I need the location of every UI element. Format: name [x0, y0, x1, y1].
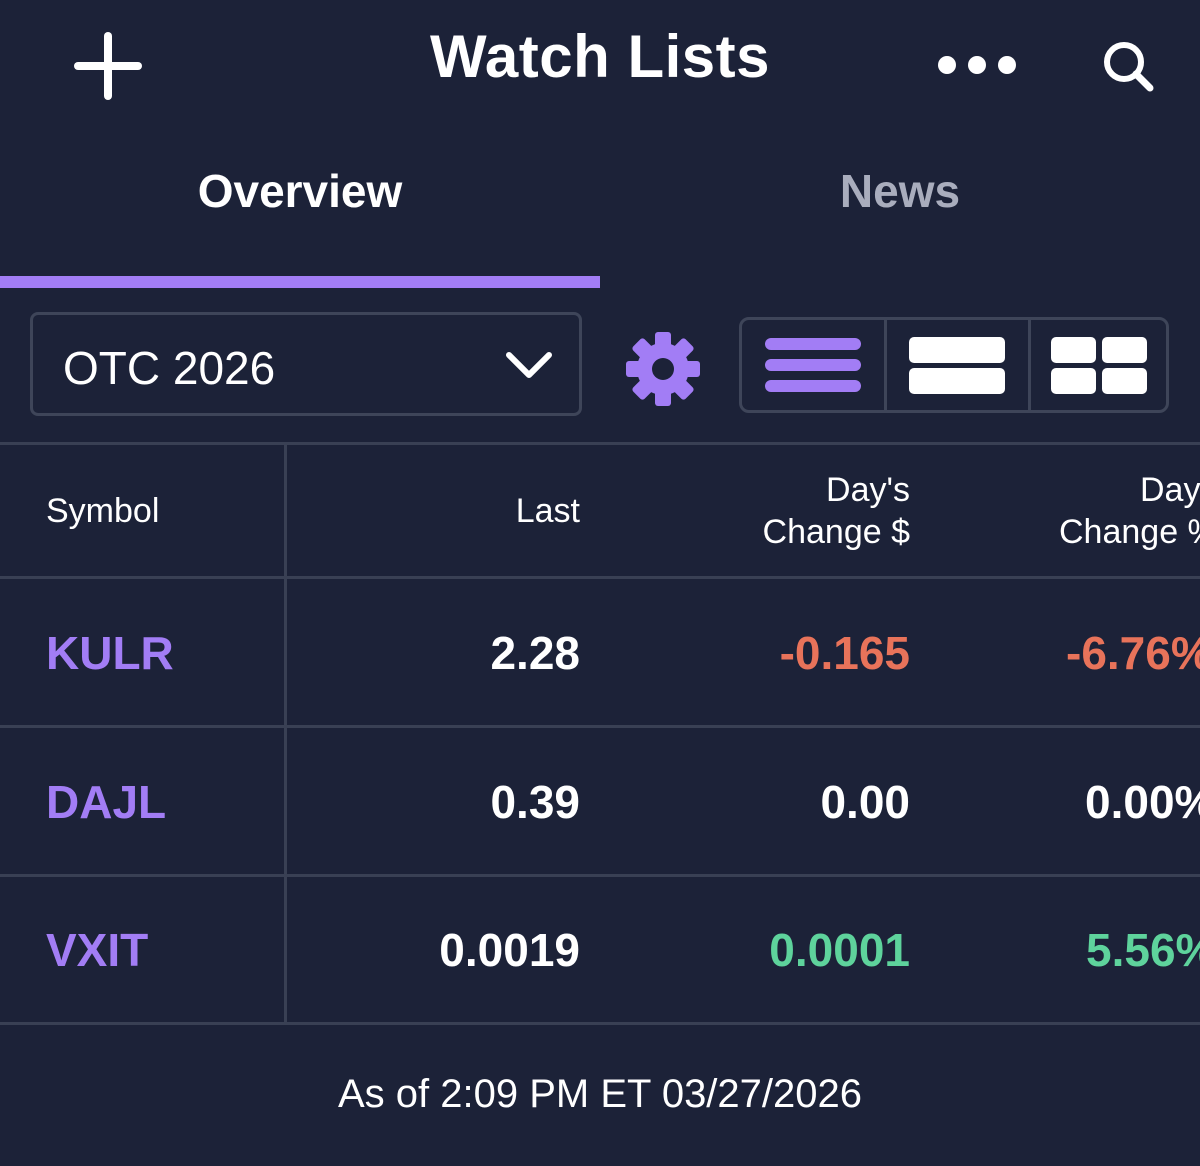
grid-view-button[interactable] [1028, 320, 1166, 410]
column-header-last[interactable]: Last [515, 492, 580, 530]
header-bar: Watch Lists [0, 0, 1200, 130]
last-updated-timestamp: As of 2:09 PM ET 03/27/2026 [337, 1072, 863, 1116]
row-last: 0.0019 [439, 924, 580, 976]
view-mode-toggle [739, 317, 1169, 413]
list-view-button[interactable] [742, 320, 884, 410]
tab-bar: Overview News [0, 140, 1200, 290]
gear-icon [626, 332, 700, 406]
column-header-change-pct-line2: Change % [1059, 513, 1200, 551]
row-symbol[interactable]: KULR [46, 627, 174, 679]
watchlist-settings-button[interactable] [624, 330, 702, 408]
grid-view-icon [1051, 337, 1147, 394]
search-icon [1104, 42, 1154, 92]
row-change-pct: -6.76% [1066, 627, 1200, 679]
card-view-button[interactable] [884, 320, 1029, 410]
column-header-change-dollar[interactable]: Day's Change $ [660, 469, 910, 553]
row-change-dollar: 0.00 [820, 776, 910, 828]
more-options-button[interactable] [936, 52, 1018, 78]
row-symbol[interactable]: DAJL [46, 776, 167, 828]
active-tab-indicator [0, 276, 600, 288]
plus-icon [74, 32, 142, 100]
column-header-change-dollar-line2: Change $ [762, 513, 910, 551]
card-view-icon [909, 337, 1005, 394]
table-divider [0, 442, 1200, 445]
tab-overview[interactable]: Overview [197, 165, 403, 217]
table-divider [0, 576, 1200, 579]
chevron-down-icon [506, 352, 552, 378]
table-divider [0, 874, 1200, 877]
table-divider [0, 725, 1200, 728]
column-header-symbol[interactable]: Symbol [46, 492, 160, 530]
tab-news[interactable]: News [839, 165, 961, 217]
more-horizontal-icon [938, 56, 1016, 74]
search-button[interactable] [1100, 38, 1156, 94]
row-symbol[interactable]: VXIT [46, 924, 149, 976]
page-title: Watch Lists [430, 23, 770, 90]
row-last: 2.28 [490, 627, 580, 679]
row-change-pct: 0.00% [1085, 776, 1200, 828]
add-watchlist-button[interactable] [74, 32, 142, 100]
row-change-dollar: 0.0001 [769, 924, 910, 976]
symbol-column-divider [284, 442, 287, 1024]
column-header-change-dollar-line1: Day's [826, 471, 910, 509]
row-change-dollar: -0.165 [779, 627, 910, 679]
row-change-pct: 5.56% [1086, 924, 1200, 976]
column-header-change-pct[interactable]: Day's Change % [1059, 469, 1200, 553]
row-last: 0.39 [490, 776, 580, 828]
watchlist-select[interactable]: OTC 2026 [30, 312, 582, 416]
table-divider [0, 1022, 1200, 1025]
list-view-icon [765, 338, 861, 392]
column-header-change-pct-line1: Day's [1140, 471, 1200, 509]
watchlist-select-value: OTC 2026 [63, 342, 276, 394]
